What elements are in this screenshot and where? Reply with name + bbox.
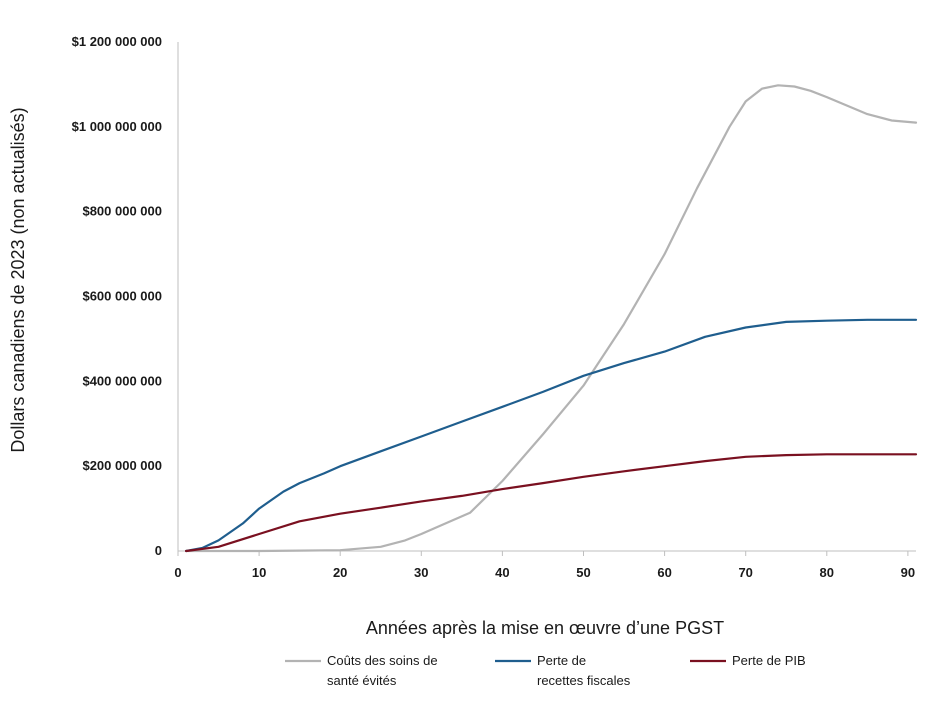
y-tick-label: $200 000 000	[82, 458, 162, 473]
x-tick-label: 30	[414, 565, 428, 580]
x-tick-label: 20	[333, 565, 347, 580]
axes	[177, 42, 916, 552]
x-axis-title: Années après la mise en œuvre d’une PGST	[366, 618, 724, 638]
x-tick-label: 60	[657, 565, 671, 580]
y-tick-label: $1 000 000 000	[72, 119, 162, 134]
y-tick-label: $400 000 000	[82, 373, 162, 388]
series-lines	[185, 84, 918, 553]
y-tick-label: $800 000 000	[82, 204, 162, 219]
x-tick-label: 0	[174, 565, 181, 580]
series-line-3	[185, 453, 918, 553]
legend-label-1: santé évités	[327, 673, 397, 688]
x-tick-label: 90	[901, 565, 915, 580]
y-tick-label: $1 200 000 000	[72, 34, 162, 49]
x-tick-label: 40	[495, 565, 509, 580]
x-tick-label: 10	[252, 565, 266, 580]
series-line-1	[185, 84, 918, 553]
y-tick-label: 0	[155, 543, 162, 558]
legend-label-2: Perte de	[537, 653, 586, 668]
legend: Coûts des soins de santé évités Perte de re…	[285, 653, 806, 688]
tick-labels: 0 10 20 30 40 50 60 70 80 90 0 $200 000 000 $400 000…	[72, 34, 915, 580]
legend-label-1: Coûts des soins de	[327, 653, 438, 668]
x-tick-label: 80	[820, 565, 834, 580]
legend-label-3: Perte de PIB	[732, 653, 806, 668]
x-tick-label: 70	[738, 565, 752, 580]
y-tick-label: $600 000 000	[82, 289, 162, 304]
x-tick-label: 50	[576, 565, 590, 580]
legend-label-2: recettes fiscales	[537, 673, 631, 688]
series-line-2	[185, 318, 918, 553]
y-axis-title: Dollars canadiens de 2023 (non actualisé…	[8, 107, 28, 452]
